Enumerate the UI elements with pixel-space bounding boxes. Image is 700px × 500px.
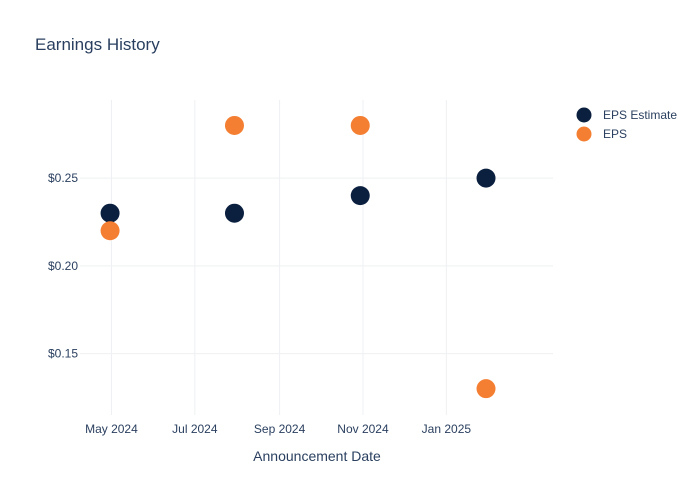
data-points: [100, 115, 496, 399]
legend-item[interactable]: EPS: [576, 126, 628, 142]
y-tick-label: $0.25: [48, 171, 78, 185]
legend-item[interactable]: EPS Estimate: [576, 107, 678, 123]
series-eps: [100, 115, 496, 399]
eps-point[interactable]: [476, 379, 496, 399]
x-axis-ticks: May 2024 Jul 2024 Sep 2024 Nov 2024 Jan 2025: [85, 422, 471, 436]
x-axis-title: Announcement Date: [253, 448, 381, 464]
y-tick-label: $0.20: [48, 259, 78, 273]
eps-point[interactable]: [100, 221, 120, 241]
legend-label: EPS: [603, 127, 627, 141]
eps-estimate-point[interactable]: [224, 203, 244, 223]
y-tick-label: $0.15: [48, 347, 78, 361]
eps-point[interactable]: [350, 115, 370, 135]
x-tick-label: Jan 2025: [422, 422, 472, 436]
x-tick-label: Jul 2024: [172, 422, 218, 436]
legend: EPS Estimate EPS: [576, 107, 678, 142]
eps-estimate-point[interactable]: [100, 203, 120, 223]
eps-point[interactable]: [224, 115, 244, 135]
x-tick-label: Sep 2024: [254, 422, 306, 436]
x-tick-label: Nov 2024: [337, 422, 389, 436]
grid-layer: [80, 100, 553, 415]
x-tick-label: May 2024: [85, 422, 138, 436]
eps-estimate-point[interactable]: [476, 168, 496, 188]
chart-title: Earnings History: [35, 35, 160, 54]
legend-label: EPS Estimate: [603, 108, 677, 122]
eps-estimate-point[interactable]: [350, 186, 370, 206]
y-axis-ticks: $0.15 $0.20 $0.25: [48, 171, 78, 360]
legend-marker: [576, 126, 592, 142]
series-eps-estimate: [100, 168, 496, 223]
legend-marker: [576, 107, 592, 123]
